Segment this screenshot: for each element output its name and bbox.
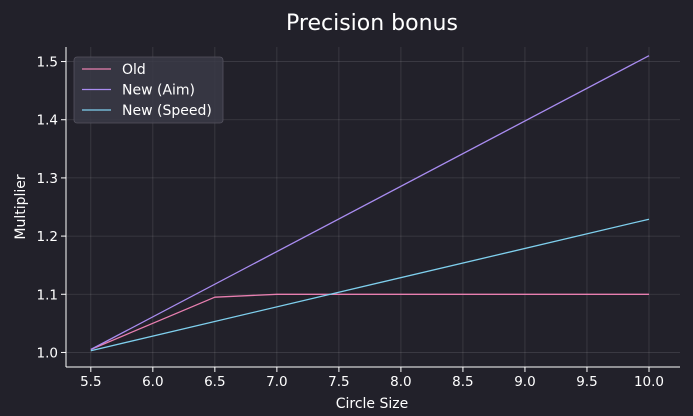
chart-title: Precision bonus [286,11,458,36]
legend-label-old: Old [122,62,146,78]
y-tick-label: 1.5 [37,55,58,71]
legend-label-new-speed: New (Speed) [122,103,212,119]
legend-items: Old New (Aim) New (Speed) [82,62,212,119]
x-tick-label: 9.0 [514,374,535,390]
x-tick-label: 8.5 [452,374,473,390]
x-tick-label: 8.0 [390,374,411,390]
legend: Old New (Aim) New (Speed) [73,56,224,124]
y-tick-label: 1.2 [37,229,58,245]
y-tick-label: 1.4 [37,113,58,129]
x-tick-label: 6.0 [142,374,163,390]
x-tick-label: 10.0 [634,374,664,390]
y-axis-label: Multiplier [13,174,29,240]
x-tick-label: 7.5 [328,374,349,390]
series-lines [90,55,650,352]
series-line-new-speed [90,218,650,352]
x-tick-label: 5.5 [80,374,101,390]
legend-box [73,56,224,124]
y-tick-label: 1.3 [37,171,58,187]
axis-ticks: 5.5 6.0 6.5 7.0 7.5 8.0 8.5 9.0 9.5 10.0 1.0 1.1 1.2… [37,55,665,390]
series-line-old [90,293,649,351]
y-tick-label: 1.1 [37,287,58,303]
y-tick-label: 1.0 [37,345,58,361]
x-tick-label: 6.5 [204,374,225,390]
legend-label-new-aim: New (Aim) [122,83,195,99]
x-tick-label: 9.5 [576,374,597,390]
x-tick-label: 7.0 [266,374,287,390]
series-line-new-aim [90,55,650,351]
x-axis-label: Circle Size [336,396,409,412]
